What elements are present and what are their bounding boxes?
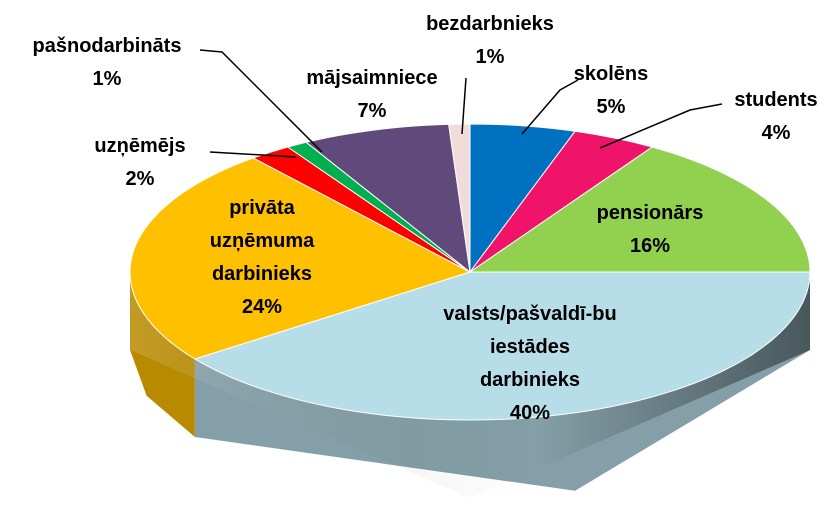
slice-label: uzņēmējs 2% [70,130,210,196]
slice-label: pašnodarbināts 1% [7,30,207,96]
value-label: 16% [629,235,671,257]
category-label: privāta uzņēmuma darbinieks [209,197,315,285]
leader-line [521,79,579,135]
value-label: 5% [596,96,626,118]
value-label: 2% [125,168,155,190]
slice-label: privāta uzņēmuma darbinieks 24% [203,192,321,324]
value-label: 7% [357,100,387,122]
category-label: students [734,89,818,111]
value-label: 24% [241,296,283,318]
slice-label: pensionārs 16% [570,197,730,263]
leader-line [199,49,323,153]
slice-label: bezdarbnieks 1% [410,8,570,74]
side-shade [130,272,810,498]
category-label: valsts/pašvaldī-bu iestādes darbinieks [443,303,617,391]
slice [129,157,472,360]
category-label: pašnodarbināts [32,35,182,57]
slice-label: skolēns 5% [551,58,671,124]
value-label: 4% [761,122,791,144]
leader-line [461,77,467,135]
slice [469,123,577,274]
value-label: 1% [92,68,122,90]
slice [448,123,471,273]
category-label: bezdarbnieks [426,13,554,35]
leader-line [599,103,723,149]
category-label: skolēns [573,63,649,85]
slice-label: students 4% [716,84,836,150]
slice [193,271,811,421]
slice [469,130,654,273]
slice [468,146,811,273]
value-label: 1% [475,46,505,68]
slice-label: valsts/pašvaldī-bu iestādes darbinieks 40… [439,298,621,430]
leader-line [209,151,297,158]
slice-label: mājsaimniece 7% [292,62,452,128]
category-label: pensionārs [596,202,704,224]
slice [305,123,471,274]
category-label: uzņēmējs [94,135,186,157]
value-label: 40% [509,402,551,424]
category-label: mājsaimniece [306,67,438,89]
